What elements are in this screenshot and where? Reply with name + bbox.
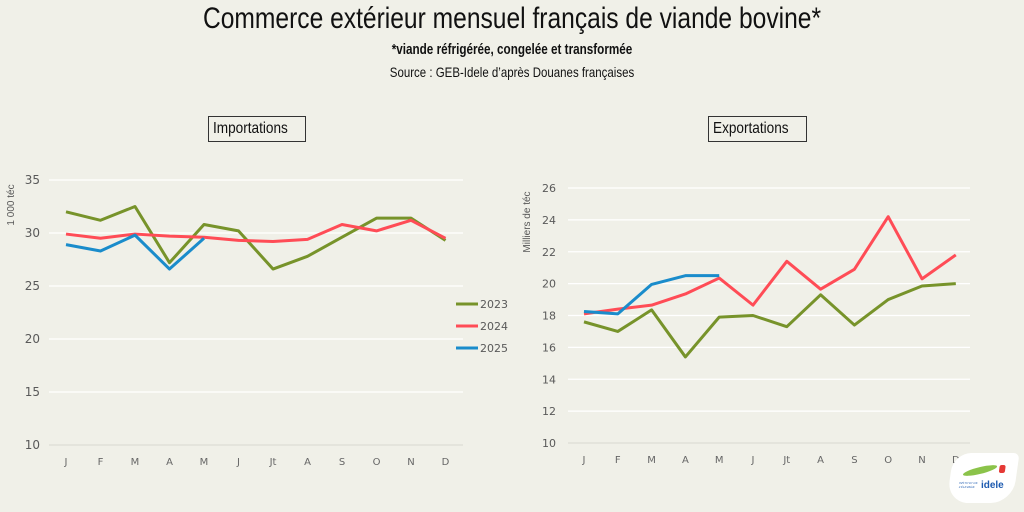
imports-x-tick-label: D — [442, 457, 450, 468]
imports-x-tick-label: S — [339, 457, 345, 468]
exports-x-tick-label: J — [751, 455, 755, 466]
imports-x-tick-label: Jt — [269, 457, 277, 468]
imports-series-2025 — [65, 233, 205, 271]
exports-y-tick-label: 14 — [542, 373, 556, 386]
exports-x-tick-label: O — [884, 455, 892, 466]
exports-x-tick-label: F — [615, 455, 621, 466]
imports-x-tick-label: O — [373, 457, 381, 468]
imports-x-tick-label: J — [236, 457, 240, 468]
imports-y-tick-label: 20 — [25, 332, 40, 346]
imports-y-tick-label: 25 — [25, 279, 40, 293]
imports-y-tick-label: 30 — [25, 226, 40, 240]
legend-label-2024: 2024 — [480, 320, 508, 333]
exports-y-tick-label: 16 — [542, 341, 556, 354]
exports-series-2025 — [583, 274, 720, 316]
imports-x-tick-label: F — [98, 457, 104, 468]
exports-x-tick-label: A — [682, 455, 689, 466]
imports-x-tick-label: M — [200, 457, 209, 468]
imports-y-tick-label: 35 — [25, 173, 40, 187]
logo-institute-text: INSTITUT DE L'ÉLEVAGE — [958, 481, 979, 489]
exports-x-tick-label: M — [647, 455, 656, 466]
legend-label-2023: 2023 — [480, 298, 508, 311]
exports-y-tick-label: 10 — [542, 437, 556, 450]
imports-x-tick-label: A — [304, 457, 311, 468]
imports-y-axis-label: 1 000 téc — [6, 184, 17, 225]
exports-series-2023 — [583, 282, 956, 359]
exports-x-tick-label: S — [851, 455, 857, 466]
exports-x-tick-label: J — [582, 455, 586, 466]
imports-series-2024 — [65, 218, 447, 243]
exports-y-tick-label: 20 — [542, 278, 556, 291]
logo-text: idele — [980, 480, 1004, 491]
exports-y-tick-label: 24 — [542, 214, 556, 227]
imports-series-2023 — [65, 205, 447, 271]
imports-x-tick-label: A — [166, 457, 173, 468]
exports-y-tick-label: 12 — [542, 405, 556, 418]
imports-y-tick-label: 10 — [25, 438, 40, 452]
exports-x-tick-label: A — [817, 455, 824, 466]
imports-y-tick-label: 15 — [25, 385, 40, 399]
imports-panel-title: Importations — [208, 116, 307, 142]
exports-series-2024 — [583, 215, 957, 316]
exports-y-tick-label: 18 — [542, 310, 556, 323]
chart-subtitle: *viande réfrigérée, congelée et transfor… — [391, 41, 633, 58]
exports-y-axis-label: Milliers de téc — [522, 191, 533, 252]
chart-source: Source : GEB-Idele d’après Douanes franç… — [389, 64, 635, 80]
exports-x-tick-label: Jt — [782, 455, 790, 466]
legend-label-2025: 2025 — [480, 342, 508, 355]
exports-x-tick-label: M — [715, 455, 724, 466]
exports-y-tick-label: 22 — [542, 246, 556, 259]
exports-panel-title: Exportations — [708, 116, 807, 142]
imports-x-tick-label: M — [131, 457, 140, 468]
logo-swoosh-icon — [962, 462, 998, 479]
chart-title: Commerce extérieur mensuel français de v… — [202, 2, 822, 35]
exports-x-tick-label: N — [918, 455, 925, 466]
exports-y-tick-label: 26 — [542, 182, 556, 195]
imports-x-tick-label: J — [64, 457, 68, 468]
imports-x-tick-label: N — [407, 457, 414, 468]
logo-flag-icon — [998, 465, 1006, 473]
